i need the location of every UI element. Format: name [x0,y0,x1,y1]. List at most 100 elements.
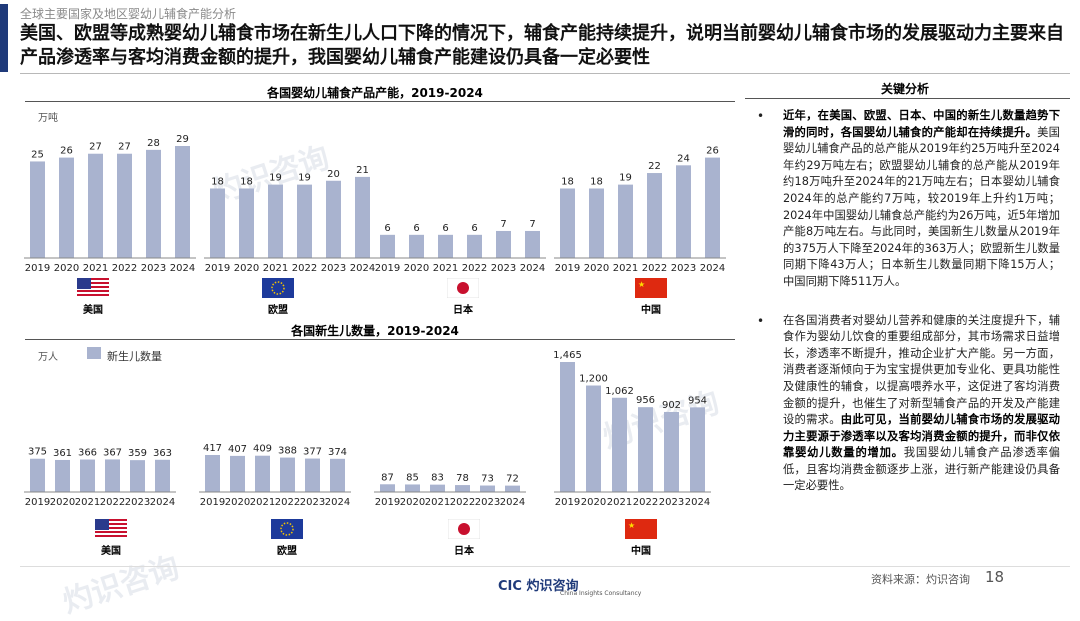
x-tick-label: 2020 [50,497,75,508]
analysis-title-rule [745,98,1070,99]
x-tick-label: 2022 [112,263,137,274]
bar [105,459,120,492]
x-tick-label: 2022 [292,263,317,274]
data-label: 28 [147,138,160,149]
bar [210,188,225,258]
bar [690,407,705,492]
x-tick-label: 2022 [633,497,658,508]
data-label: 25 [31,149,44,160]
bar [239,188,254,258]
x-tick-label: 2020 [400,497,425,508]
bar [146,149,161,258]
data-label: 1,062 [605,386,634,397]
x-tick-label: 2021 [607,497,632,508]
analysis-bullet-1-text: 美国婴幼儿辅食产品的总产能从2019年约25万吨升至2024年约29万吨左右；欧… [783,125,1060,288]
data-label: 366 [78,448,97,459]
x-tick-label: 2022 [642,263,667,274]
data-label: 1,200 [579,374,608,385]
analysis-bullets: 近年，在美国、欧盟、日本、中国的新生儿数量趋势下滑的同时，各国婴幼儿辅食的产能却… [757,108,1060,517]
data-label: 78 [456,473,469,484]
x-tick-label: 2020 [581,497,606,508]
data-label: 954 [688,395,707,406]
x-tick-label: 2024 [520,263,545,274]
x-tick-label: 2022 [275,497,300,508]
china-flag-icon: ★ [625,519,657,539]
data-label: 87 [381,472,394,483]
bar [380,234,395,258]
country-label-eu: 欧盟 [277,546,297,557]
bar [430,484,445,492]
cic-logo-subtitle: China Insights Consultancy [560,590,642,597]
cic-logo: CIC 灼识咨询 [498,579,579,594]
x-tick-label: 2021 [263,263,288,274]
x-tick-label: 2024 [700,263,725,274]
bar [676,165,691,258]
x-tick-label: 2020 [54,263,79,274]
bar [705,157,720,258]
country-label-china: 中国 [641,305,661,316]
x-tick-label: 2022 [462,263,487,274]
x-tick-label: 2021 [433,263,458,274]
chart2-legend-swatch [87,347,101,359]
data-label: 27 [89,142,102,153]
bar [175,146,190,258]
bar [638,407,653,492]
data-label: 377 [303,447,322,458]
chart2-legend-label: 新生儿数量 [107,350,162,363]
x-tick-label: 2021 [425,497,450,508]
x-tick-label: 2023 [125,497,150,508]
x-tick-label: 2023 [300,497,325,508]
bar [30,161,45,258]
x-tick-label: 2020 [404,263,429,274]
japan-flag-icon [446,277,480,299]
bar [496,230,511,258]
country-label-eu: 欧盟 [268,305,288,316]
x-tick-label: 2019 [200,497,225,508]
analysis-bullet-2: 在各国消费者对婴幼儿营养和健康的关注度提升下，辅食作为婴幼儿饮食的重要组成部分，… [757,313,1060,496]
bar [230,455,245,492]
data-label: 26 [706,146,719,157]
accent-bar [0,4,8,72]
data-label: 361 [53,448,72,459]
china-flag-icon: ★ [635,278,667,298]
chart2-title: 各国新生儿数量，2019-2024 [291,324,459,338]
data-label: 6 [384,223,390,234]
data-label: 409 [253,444,272,455]
section-title: 全球主要国家及地区婴幼儿辅食产能分析 [20,7,237,21]
x-tick-label: 2020 [584,263,609,274]
x-tick-label: 2023 [475,497,500,508]
data-label: 83 [431,473,444,484]
bar [380,484,395,492]
x-tick-label: 2021 [250,497,275,508]
bar [405,484,420,492]
eu-flag-icon [262,278,294,298]
country-label-japan: 日本 [454,546,474,557]
analysis-bullet-1: 近年，在美国、欧盟、日本、中国的新生儿数量趋势下滑的同时，各国婴幼儿辅食的产能却… [757,108,1060,291]
analysis-bullet-1-bold: 近年，在美国、欧盟、日本、中国的新生儿数量趋势下滑的同时，各国婴幼儿辅食的产能却… [783,109,1060,139]
bar [30,458,45,492]
bar [280,457,295,492]
x-tick-label: 2021 [613,263,638,274]
x-tick-label: 2019 [555,497,580,508]
bar [612,397,627,492]
page-headline: 美国、欧盟等成熟婴幼儿辅食市场在新生儿人口下降的情况下，辅食产能持续提升，说明当… [20,23,1064,68]
bar [467,234,482,258]
bar [55,459,70,492]
bar [589,188,604,258]
data-label: 18 [240,176,253,187]
data-label: 956 [636,395,655,406]
x-tick-label: 2023 [671,263,696,274]
data-label: 18 [211,176,224,187]
chart1-title-rule [25,101,735,102]
bar [525,230,540,258]
bar [59,157,74,258]
bar [205,454,220,492]
country-label-us: 美国 [101,546,121,557]
bar [618,184,633,258]
data-label: 363 [153,448,172,459]
data-label: 374 [328,447,347,458]
analysis-bullet-2-tail: 我国婴幼儿辅食产品渗透率偏低，且客均消费金额逐步上涨，进行新产能建设仍具备一定必… [783,446,1060,493]
x-tick-label: 2021 [75,497,100,508]
data-label: 367 [103,447,122,458]
japan-flag-icon [447,518,481,540]
